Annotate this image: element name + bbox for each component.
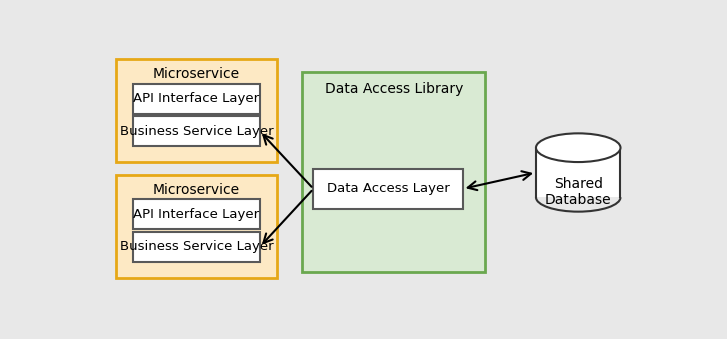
- FancyBboxPatch shape: [536, 148, 621, 197]
- Text: Business Service Layer: Business Service Layer: [120, 125, 273, 138]
- FancyBboxPatch shape: [133, 84, 260, 114]
- Text: Data Access Layer: Data Access Layer: [326, 182, 449, 195]
- Text: Business Service Layer: Business Service Layer: [120, 240, 273, 253]
- Text: Microservice: Microservice: [153, 67, 240, 81]
- FancyBboxPatch shape: [133, 116, 260, 146]
- FancyBboxPatch shape: [133, 199, 260, 229]
- FancyBboxPatch shape: [116, 175, 277, 278]
- FancyBboxPatch shape: [313, 168, 463, 209]
- Text: API Interface Layer: API Interface Layer: [134, 207, 260, 221]
- Text: Shared
Database: Shared Database: [545, 177, 611, 207]
- FancyBboxPatch shape: [302, 72, 486, 272]
- Text: API Interface Layer: API Interface Layer: [134, 92, 260, 105]
- FancyBboxPatch shape: [133, 232, 260, 262]
- Ellipse shape: [536, 133, 621, 162]
- Text: Microservice: Microservice: [153, 183, 240, 197]
- FancyBboxPatch shape: [116, 59, 277, 162]
- Text: Data Access Library: Data Access Library: [324, 82, 463, 96]
